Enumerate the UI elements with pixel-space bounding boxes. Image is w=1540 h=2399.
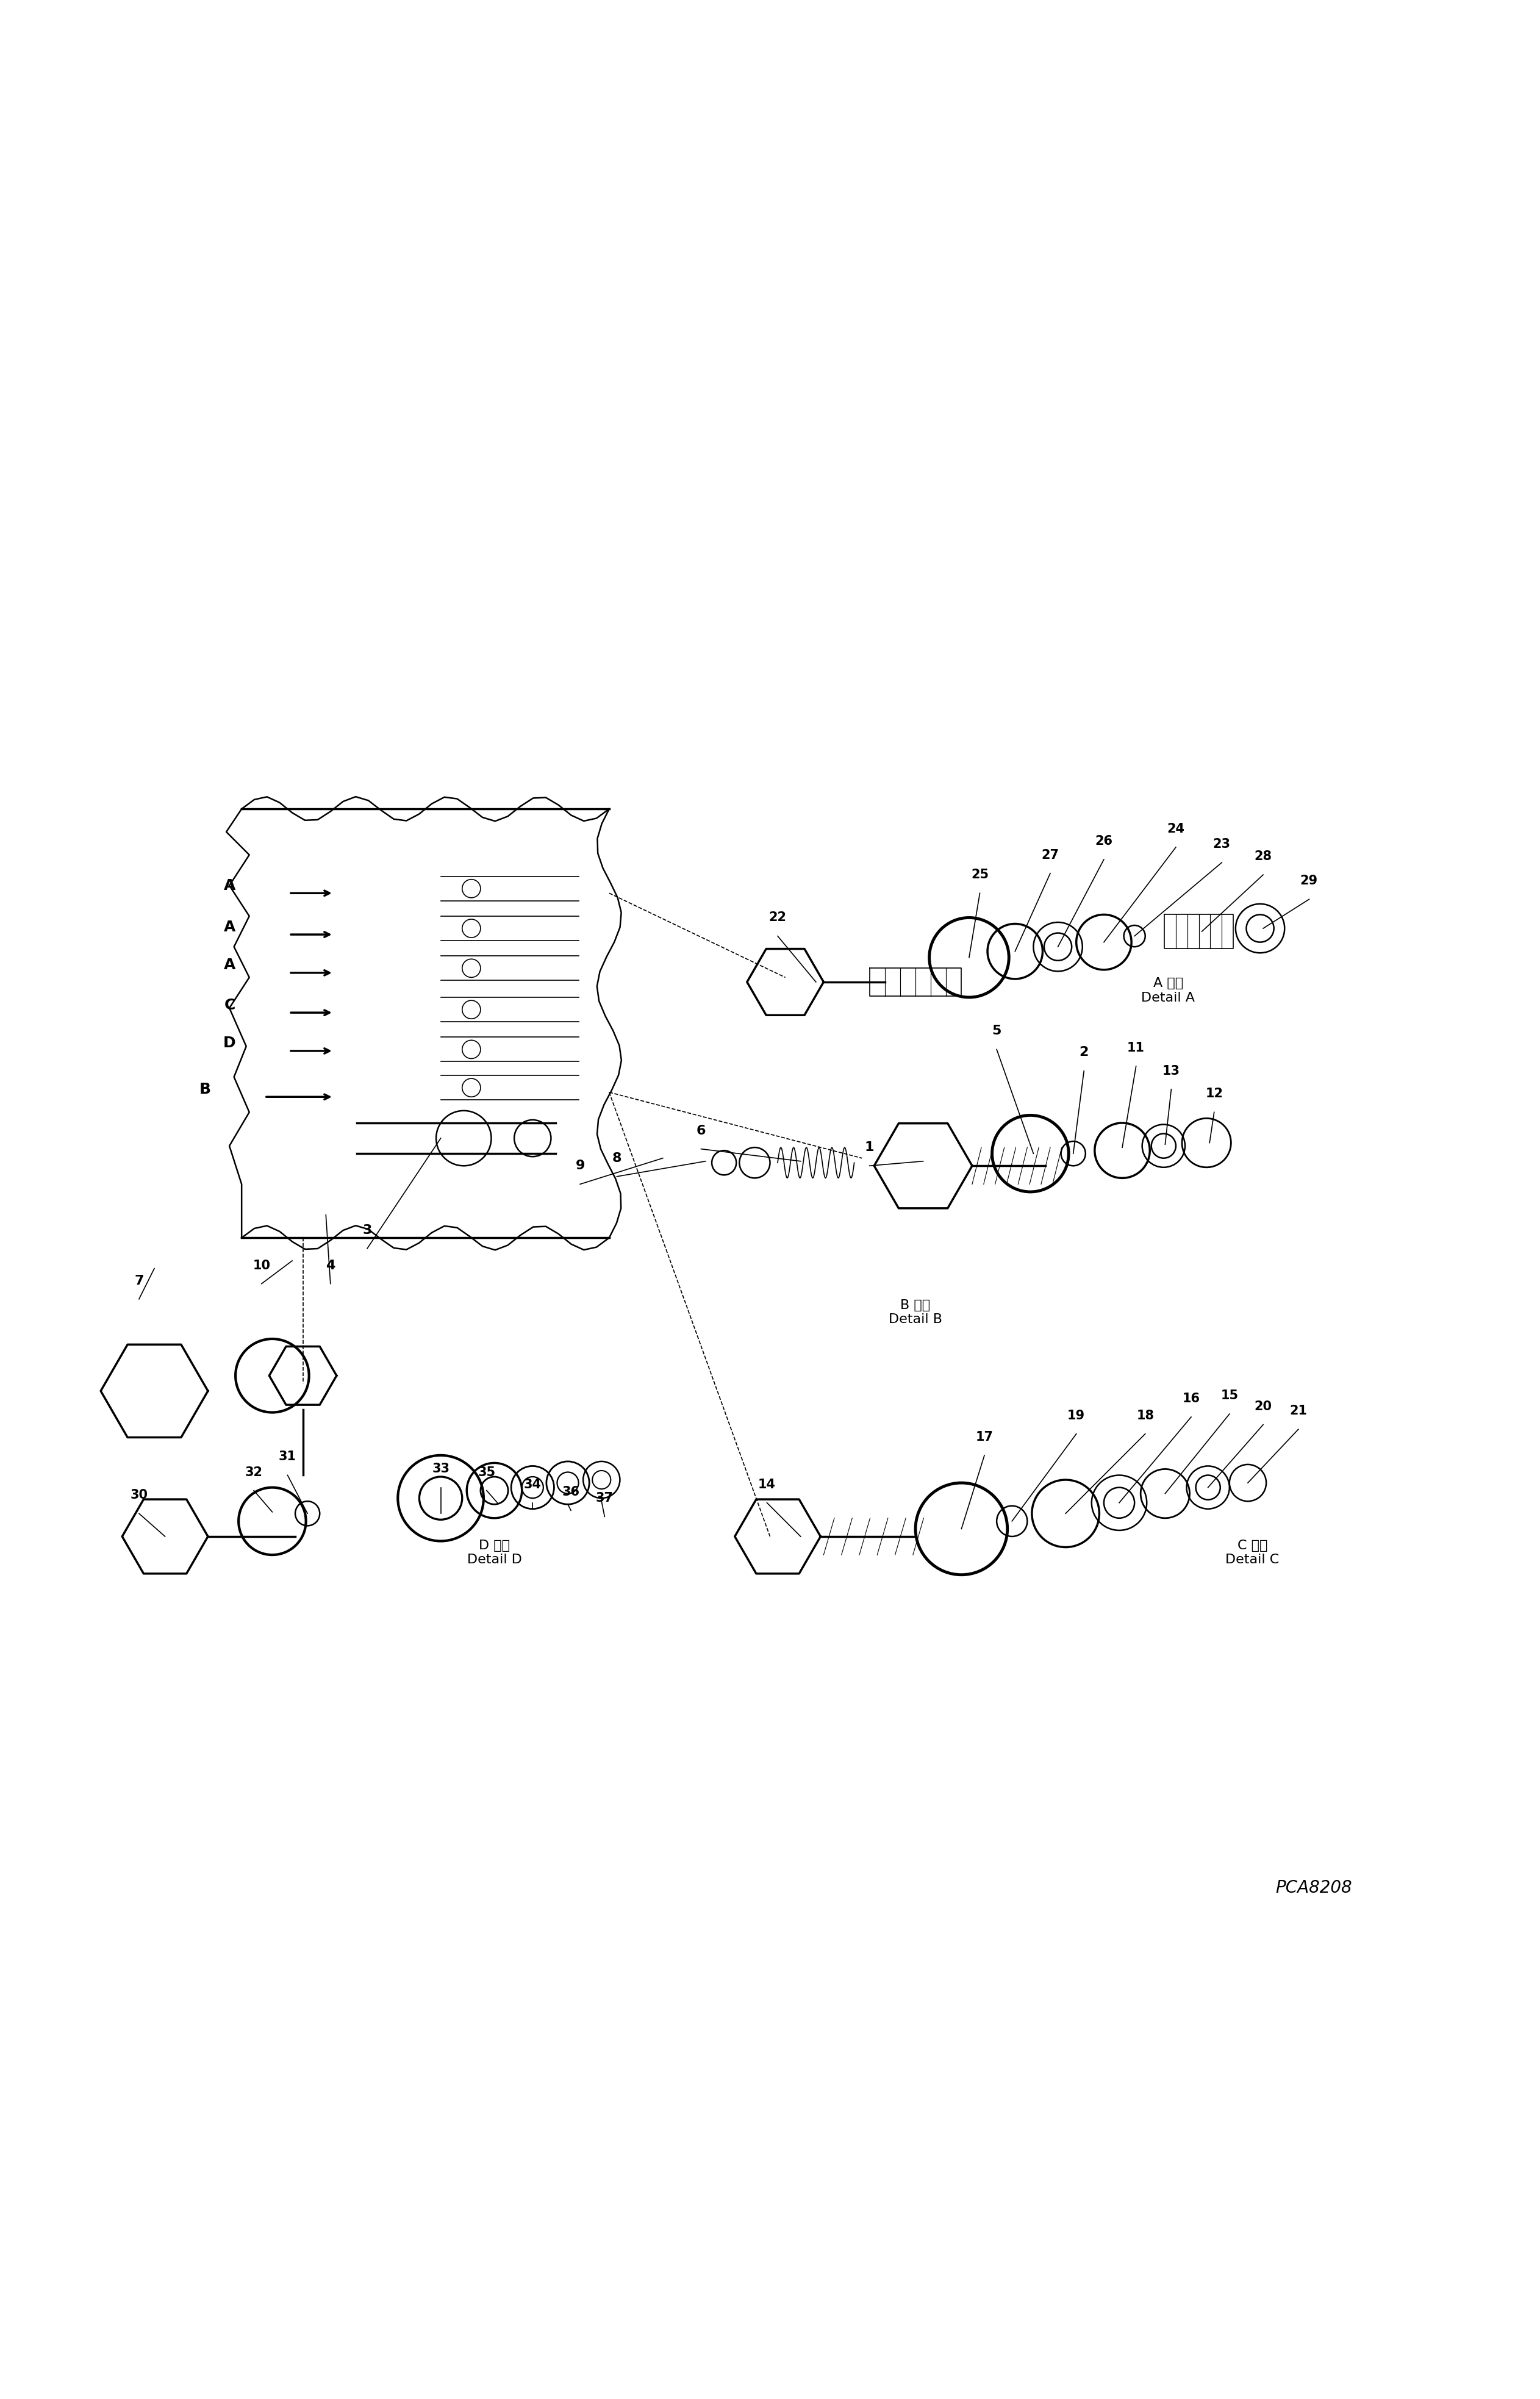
Text: PCA8208: PCA8208 (1275, 1878, 1352, 1898)
Text: 15: 15 (1221, 1389, 1238, 1401)
Text: B: B (199, 1082, 211, 1096)
Text: 36: 36 (562, 1485, 579, 1499)
Text: 13: 13 (1163, 1065, 1180, 1077)
Text: 31: 31 (279, 1451, 296, 1463)
Text: 27: 27 (1041, 849, 1060, 861)
Text: 21: 21 (1289, 1406, 1307, 1418)
Text: 35: 35 (477, 1466, 496, 1478)
Text: 9: 9 (576, 1159, 585, 1173)
Text: D: D (223, 1036, 236, 1051)
Text: 14: 14 (758, 1478, 776, 1490)
Text: 4: 4 (326, 1259, 336, 1271)
Text: C 詳細
Detail C: C 詳細 Detail C (1226, 1540, 1280, 1567)
Text: 8: 8 (611, 1152, 622, 1164)
Text: 3: 3 (362, 1223, 371, 1235)
Text: 6: 6 (696, 1125, 705, 1137)
Text: A: A (223, 957, 236, 972)
Text: 16: 16 (1183, 1391, 1200, 1406)
Text: 17: 17 (975, 1430, 993, 1444)
Text: A: A (223, 919, 236, 933)
Text: 34: 34 (524, 1478, 542, 1490)
Text: D 詳細
Detail D: D 詳細 Detail D (467, 1540, 522, 1567)
Text: 11: 11 (1127, 1041, 1144, 1053)
Text: 22: 22 (768, 912, 787, 924)
Text: 24: 24 (1167, 823, 1184, 835)
Text: 25: 25 (970, 868, 989, 880)
Text: 26: 26 (1095, 835, 1113, 847)
Text: 18: 18 (1137, 1408, 1153, 1423)
Text: 29: 29 (1300, 876, 1318, 888)
Text: 23: 23 (1214, 837, 1230, 849)
Text: 1: 1 (865, 1142, 875, 1154)
Text: C: C (225, 998, 236, 1012)
Text: 30: 30 (131, 1490, 148, 1502)
Text: 5: 5 (992, 1024, 1001, 1036)
Text: 7: 7 (134, 1274, 143, 1286)
Text: 33: 33 (431, 1463, 450, 1475)
Text: A 詳細
Detail A: A 詳細 Detail A (1141, 976, 1195, 1003)
Text: 12: 12 (1206, 1087, 1223, 1099)
Text: 20: 20 (1254, 1401, 1272, 1413)
Text: 32: 32 (245, 1466, 263, 1478)
Text: 2: 2 (1080, 1046, 1089, 1058)
Text: 28: 28 (1254, 849, 1272, 864)
Text: A: A (223, 878, 236, 892)
Text: 37: 37 (596, 1492, 613, 1504)
Text: B 詳細
Detail B: B 詳細 Detail B (889, 1300, 942, 1324)
Text: 10: 10 (253, 1259, 271, 1271)
Text: 19: 19 (1067, 1408, 1086, 1423)
